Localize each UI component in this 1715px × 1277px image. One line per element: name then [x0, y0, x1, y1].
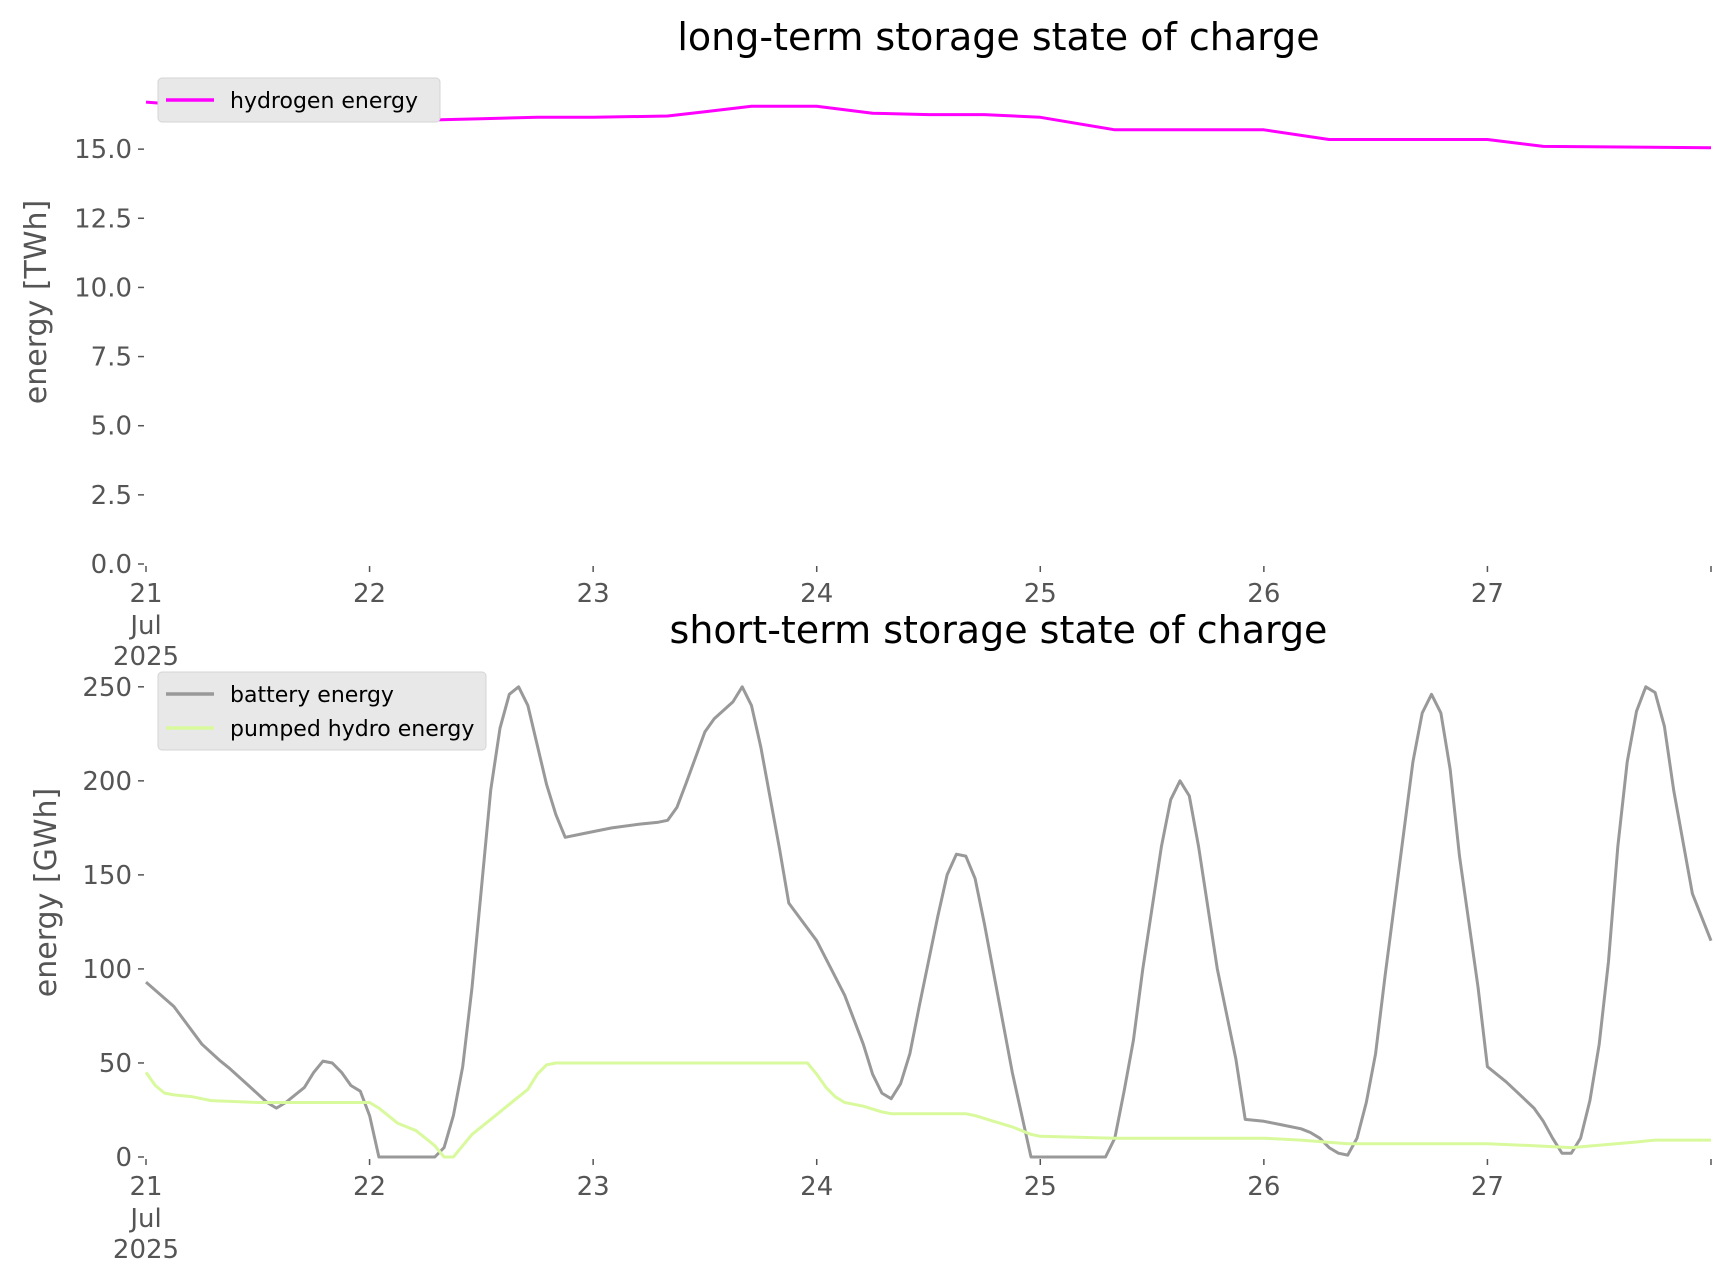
x-tick-label: 26 [1247, 1172, 1280, 1202]
y-tick-label: 5.0 [91, 412, 132, 442]
short-term-storage-panel: short-term storage state of charge energy… [29, 608, 1713, 1265]
legend-box [157, 671, 487, 751]
y-tick-label: 200 [82, 767, 132, 797]
y-tick-label: 15.0 [74, 135, 132, 165]
x-tick-label: 25 [1024, 579, 1057, 609]
x-tick-label: 26 [1247, 579, 1280, 609]
y-axis-label: energy [GWh] [29, 788, 64, 997]
x-tick-label: 22 [353, 1172, 386, 1202]
x-tick-label: 24 [800, 1172, 833, 1202]
x-tick-label: 23 [577, 1172, 610, 1202]
x-tick-label: 27 [1471, 579, 1504, 609]
x-tick-label: 27 [1471, 1172, 1504, 1202]
y-axis-label: energy [TWh] [19, 200, 54, 404]
y-tick-label: 2.5 [91, 481, 132, 511]
x-tick-sublabel: Jul [128, 611, 161, 641]
x-tick-label: 21 [129, 1172, 162, 1202]
legend-label: pumped hydro energy [230, 717, 474, 742]
y-tick-label: 150 [82, 861, 132, 891]
x-tick-sublabel: 2025 [113, 1235, 179, 1265]
x-tick-sublabel: 2025 [113, 642, 179, 672]
y-tick-label: 7.5 [91, 343, 132, 373]
y-tick-label: 12.5 [74, 204, 132, 234]
y-tick-label: 50 [99, 1049, 132, 1079]
x-tick-label: 23 [577, 579, 610, 609]
battery-energy-line [145, 685, 1713, 1159]
y-tick-label: 100 [82, 955, 132, 985]
x-tick-label: 24 [800, 579, 833, 609]
x-tick-label: 21 [129, 579, 162, 609]
y-tick-label: 0.0 [91, 550, 132, 580]
x-tick-label: 22 [353, 579, 386, 609]
pumped-hydro-energy-line [144, 1061, 1711, 1159]
legend-box [157, 77, 441, 123]
x-tick-label: 25 [1024, 1172, 1057, 1202]
y-tick-label: 0 [115, 1143, 132, 1173]
y-tick-label: 250 [82, 673, 132, 703]
legend-label: hydrogen energy [230, 89, 418, 114]
legend-label: battery energy [230, 683, 394, 708]
y-tick-label: 10.0 [74, 273, 132, 303]
x-tick-sublabel: Jul [128, 1204, 161, 1234]
long-term-storage-panel: long-term storage state of charge energy … [19, 15, 1712, 672]
chart-title: long-term storage state of charge [677, 15, 1319, 59]
chart-title: short-term storage state of charge [670, 608, 1328, 652]
